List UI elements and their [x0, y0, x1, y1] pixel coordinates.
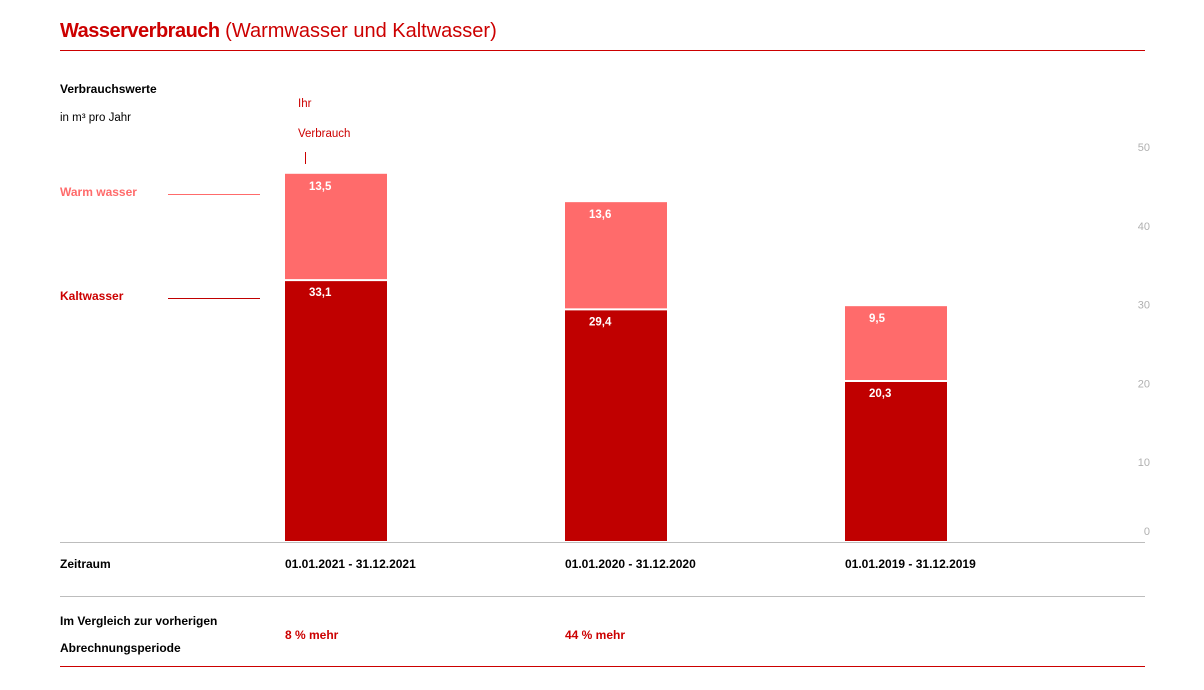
chart-baseline	[60, 542, 1145, 543]
bottom-rule	[60, 666, 1145, 667]
bar-warm-1	[565, 202, 667, 310]
legend-cold-line	[168, 298, 260, 299]
y-tick-label-30: 30	[1138, 300, 1150, 312]
marker-label-line1: Ihr	[298, 98, 312, 110]
period-2019: 01.01.2019 - 31.12.2019	[845, 557, 976, 571]
values-label: Verbrauchswerte	[60, 82, 157, 96]
legend-warm-line	[168, 194, 260, 195]
bar-label-cold-1: 29,4	[589, 316, 612, 328]
title-subtitle: (Warmwasser und Kaltwasser)	[219, 20, 497, 42]
page-title: Wasserverbrauch (Warmwasser und Kaltwass…	[60, 20, 497, 43]
y-tick-label-20: 20	[1138, 378, 1150, 390]
table-rule	[60, 596, 1145, 597]
marker-tick	[305, 152, 306, 164]
bar-label-cold-0: 33,1	[309, 287, 332, 299]
bar-warm-2	[845, 306, 947, 382]
bar-label-warm-2: 9,5	[869, 313, 886, 325]
period-label: Zeitraum	[60, 557, 111, 571]
legend-cold: Kaltwasser	[60, 289, 124, 303]
period-2020: 01.01.2020 - 31.12.2020	[565, 557, 696, 571]
bar-label-cold-2: 20,3	[869, 388, 891, 400]
title-rule	[60, 50, 1145, 51]
title-bold: Wasserverbrauch	[60, 20, 220, 42]
bar-label-warm-0: 13,5	[309, 181, 332, 193]
period-2021: 01.01.2021 - 31.12.2021	[285, 557, 416, 571]
compare-label-1: Im Vergleich zur vorherigen	[60, 614, 218, 628]
bar-warm-0	[285, 173, 387, 281]
legend-warm: Warm wasser	[60, 185, 137, 199]
y-tick-label-40: 40	[1138, 221, 1150, 233]
unit-label: in m³ pro Jahr	[60, 112, 131, 124]
y-tick-label-50: 50	[1138, 142, 1150, 154]
y-tick-label-10: 10	[1138, 457, 1150, 469]
bar-cold-2	[845, 381, 947, 541]
bar-label-warm-1: 13,6	[589, 209, 611, 221]
bar-cold-0	[285, 280, 387, 541]
marker-label-line2: Verbrauch	[298, 128, 351, 140]
y-tick-label-0: 0	[1144, 526, 1150, 538]
bar-cold-1	[565, 309, 667, 541]
compare-2020: 44 % mehr	[565, 628, 626, 642]
compare-label-2: Abrechnungsperiode	[60, 641, 181, 655]
compare-2021: 8 % mehr	[285, 628, 339, 642]
